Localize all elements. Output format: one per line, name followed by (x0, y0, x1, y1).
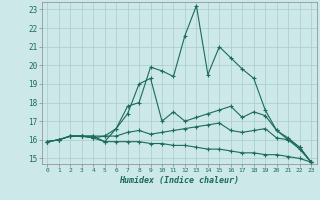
X-axis label: Humidex (Indice chaleur): Humidex (Indice chaleur) (119, 176, 239, 185)
